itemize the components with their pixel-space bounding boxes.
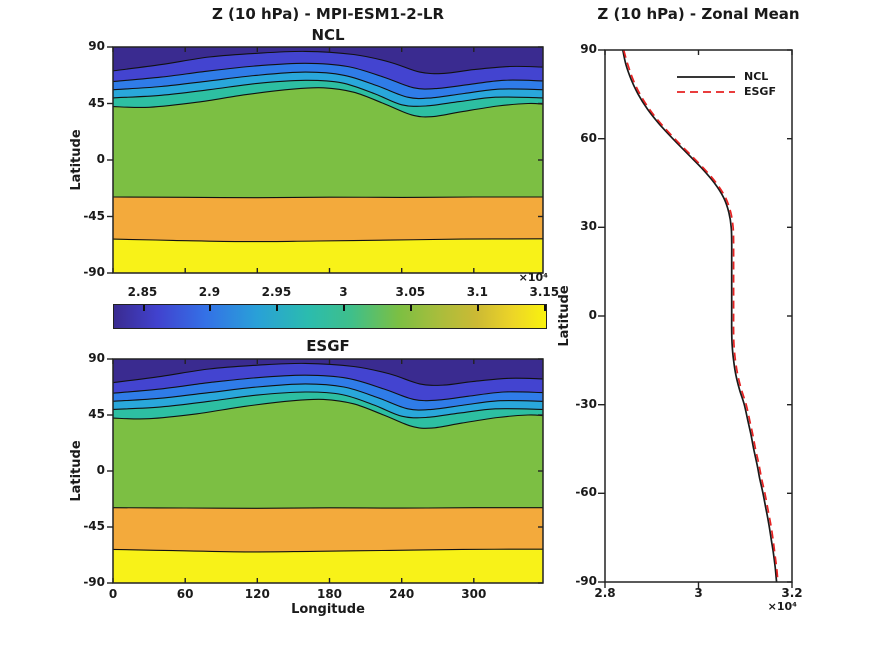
contour-line	[112, 374, 544, 402]
colorbar-tick-mark	[410, 305, 413, 311]
contour-line	[112, 87, 544, 118]
y-tick-label: 45	[88, 95, 105, 110]
y-tick-label: -90	[83, 265, 105, 279]
colorbar-tick-label: 2.85	[127, 285, 158, 299]
y-tick-label: 90	[580, 42, 597, 56]
y-tick-label: -30	[575, 396, 597, 411]
contour-line	[112, 50, 544, 75]
esgf-contour-plot	[107, 358, 544, 584]
colorbar-tick-label: 3.05	[395, 285, 426, 299]
plot-border	[112, 358, 544, 584]
colorbar-tick-mark	[276, 305, 279, 311]
x-tick-label: 3	[694, 586, 703, 600]
y-tick-label: -90	[83, 575, 105, 589]
colorbar-tick-mark	[544, 305, 547, 311]
contour-line	[112, 62, 544, 90]
colorbar-tick-label: 3.15	[529, 285, 560, 299]
contour-band	[113, 238, 543, 273]
colorbar-tick-mark	[343, 305, 346, 311]
colorbar-tick-mark	[142, 305, 145, 311]
legend-line-sample	[677, 75, 735, 78]
contour-line	[112, 383, 544, 411]
colorbar-tick-mark	[209, 305, 212, 311]
y-tick-label: -45	[83, 208, 105, 223]
contour-line	[112, 196, 543, 199]
y-tick-label: 0	[96, 152, 105, 166]
legend: NCL ESGF	[677, 69, 776, 99]
y-tick-label: 90	[88, 351, 105, 365]
x-tick-label: 60	[176, 587, 194, 601]
y-tick-label: -45	[83, 519, 105, 533]
legend-label: ESGF	[744, 85, 776, 98]
zonal-x-multiplier: ×10⁴	[767, 600, 797, 613]
colorbar-tick-label: 2.9	[198, 285, 221, 299]
plot-border	[112, 46, 544, 274]
x-tick-label: 240	[389, 587, 415, 601]
left-panel-title: Z (10 hPa) - MPI-ESM1-2-LR	[211, 5, 445, 23]
contour-line	[112, 548, 544, 553]
contour-line	[112, 362, 544, 386]
contour-line	[112, 507, 544, 509]
zonal-line-esgf	[622, 49, 779, 583]
zonal-line-ncl	[621, 49, 778, 583]
esgf-x-axis-label: Longitude	[291, 602, 365, 617]
colorbar-multiplier: ×10⁴	[518, 271, 548, 284]
y-tick-label: 0	[588, 308, 597, 322]
esgf-subtitle: ESGF	[306, 337, 350, 355]
contour-line	[112, 79, 544, 107]
x-tick-label: 2.8	[594, 586, 616, 600]
contour-line	[112, 391, 544, 419]
x-tick-label: 300	[461, 587, 487, 601]
y-tick-label: 90	[88, 39, 105, 53]
contour-line	[112, 238, 544, 243]
colorbar-tick-label: 3	[339, 285, 348, 299]
y-tick-label: -60	[575, 485, 597, 500]
contour-line	[112, 398, 544, 429]
zonal-mean-plot	[598, 49, 793, 588]
colorbar-tick-label: 2.95	[261, 285, 292, 299]
x-tick-label: 0	[108, 587, 118, 601]
ncl-contour-plot	[107, 46, 544, 274]
y-tick-label: 45	[88, 407, 105, 421]
x-tick-label: 3.2	[781, 586, 803, 600]
colorbar-tick-mark	[477, 305, 480, 311]
legend-item: ESGF	[677, 84, 776, 99]
colorbar-tick-label: 3.1	[466, 285, 488, 299]
legend-item: NCL	[677, 69, 776, 84]
legend-line-sample	[677, 90, 735, 93]
zonal-panel-title: Z (10 hPa) - Zonal Mean	[597, 5, 800, 23]
x-tick-label: 180	[316, 587, 343, 601]
y-tick-label: 60	[580, 130, 597, 145]
y-tick-label: -90	[575, 574, 597, 588]
colorbar	[113, 304, 547, 329]
contour-line	[112, 71, 544, 100]
contour-band	[113, 549, 543, 583]
y-tick-label: 0	[96, 463, 105, 477]
ncl-subtitle: NCL	[311, 26, 345, 44]
legend-label: NCL	[744, 70, 769, 83]
plot-border	[604, 49, 793, 583]
x-tick-label: 120	[244, 587, 270, 601]
y-tick-label: 30	[580, 219, 597, 234]
